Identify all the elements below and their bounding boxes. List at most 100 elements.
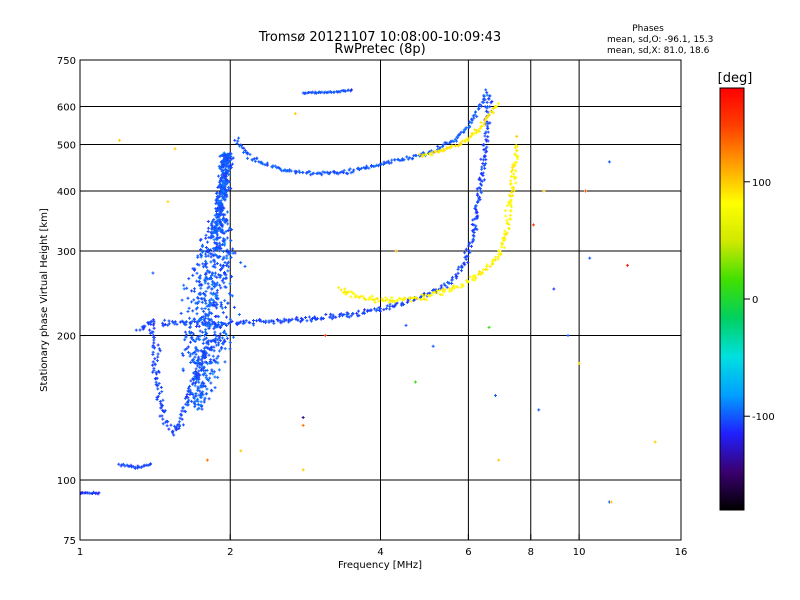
- spread-f-point: [223, 285, 227, 289]
- spread-f-point: [230, 228, 234, 232]
- echo-point: [456, 144, 460, 148]
- echo-point: [349, 295, 353, 299]
- spread-f-point: [204, 236, 208, 240]
- spread-f-point: [229, 239, 233, 243]
- echo-point: [405, 155, 409, 159]
- echo-point: [188, 388, 192, 392]
- echo-point: [372, 298, 376, 302]
- echo-point: [157, 370, 161, 374]
- echo-point: [472, 223, 476, 227]
- spread-f-point: [221, 206, 225, 210]
- echo-point: [500, 245, 504, 249]
- spread-f-point: [215, 238, 219, 242]
- echo-point: [290, 317, 294, 321]
- echo-point: [198, 365, 202, 369]
- echo-point: [327, 172, 331, 176]
- spread-f-point: [225, 256, 229, 260]
- echo-point: [304, 316, 308, 320]
- spread-f-point: [200, 385, 204, 389]
- echo-point: [123, 464, 127, 468]
- echo-point: [479, 182, 483, 186]
- echo-point: [152, 326, 156, 330]
- y-tick-label: 75: [63, 536, 76, 547]
- echo-point: [329, 315, 333, 319]
- echo-point: [131, 465, 135, 469]
- echo-point: [513, 146, 517, 150]
- spread-f-point: [220, 336, 224, 340]
- echo-point: [151, 360, 155, 364]
- echo-point: [476, 200, 480, 204]
- spread-f-point: [183, 338, 187, 342]
- spread-f-point: [211, 298, 215, 302]
- echo-point: [428, 291, 432, 295]
- echo-point: [398, 159, 402, 163]
- noise-point: [542, 189, 546, 193]
- noise-point: [413, 380, 417, 384]
- echo-point: [421, 295, 425, 299]
- echo-point: [463, 140, 467, 144]
- spread-f-point: [203, 299, 207, 303]
- echo-point: [294, 317, 298, 321]
- spread-f-point: [208, 300, 212, 304]
- echo-point: [163, 318, 167, 322]
- echo-point: [237, 144, 241, 148]
- echo-point: [452, 139, 456, 143]
- echo-point: [154, 380, 158, 384]
- stats-o-mode: mean, sd,O: -96.1, 15.3: [607, 35, 713, 45]
- echo-point: [478, 102, 482, 106]
- spread-f-point: [214, 221, 218, 225]
- spread-f-point: [223, 261, 227, 265]
- echo-point: [484, 150, 488, 154]
- echo-point: [158, 349, 162, 353]
- spread-f-point: [191, 357, 195, 361]
- echo-point: [482, 121, 486, 125]
- spread-f-point: [223, 177, 227, 181]
- echo-point: [152, 319, 156, 323]
- echo-point: [485, 268, 489, 272]
- echo-point: [157, 391, 161, 395]
- echo-point: [332, 90, 336, 94]
- echo-point: [175, 322, 179, 326]
- echo-point: [479, 191, 483, 195]
- spread-f-point: [211, 372, 215, 376]
- echo-point: [199, 358, 203, 362]
- echo-point: [387, 161, 391, 165]
- echo-point: [148, 320, 152, 324]
- echo-point: [471, 233, 475, 237]
- spread-f-point: [212, 254, 216, 258]
- echo-point: [197, 362, 201, 366]
- spread-f-point: [205, 265, 209, 269]
- echo-point: [225, 323, 229, 327]
- echo-point: [469, 244, 473, 248]
- echo-point: [315, 91, 319, 95]
- echo-point: [235, 323, 239, 327]
- echo-point: [167, 319, 171, 323]
- spread-f-point: [228, 159, 232, 163]
- spread-f-point: [194, 307, 198, 311]
- spread-f-point: [197, 276, 201, 280]
- echo-point: [477, 104, 481, 108]
- echo-point: [173, 320, 177, 324]
- echo-point: [311, 172, 315, 176]
- echo-point: [489, 109, 493, 113]
- spread-f-point: [204, 301, 208, 305]
- echo-point: [321, 170, 325, 174]
- spread-f-point: [206, 362, 210, 366]
- noise-point: [625, 263, 629, 267]
- spread-f-point: [220, 279, 224, 283]
- echo-point: [239, 320, 243, 324]
- spread-f-point: [184, 323, 188, 327]
- echo-point: [507, 193, 511, 197]
- spread-f-point: [205, 392, 209, 396]
- spread-f-point: [208, 361, 212, 365]
- echo-point: [468, 275, 472, 279]
- spread-f-point: [225, 236, 229, 240]
- spread-f-point: [201, 243, 205, 247]
- echo-point: [482, 158, 485, 162]
- echo-point: [458, 132, 462, 136]
- echo-point: [491, 111, 495, 115]
- echo-point: [167, 427, 171, 431]
- spread-f-point: [202, 372, 206, 376]
- echo-point: [352, 292, 356, 296]
- spread-f-point: [211, 293, 215, 297]
